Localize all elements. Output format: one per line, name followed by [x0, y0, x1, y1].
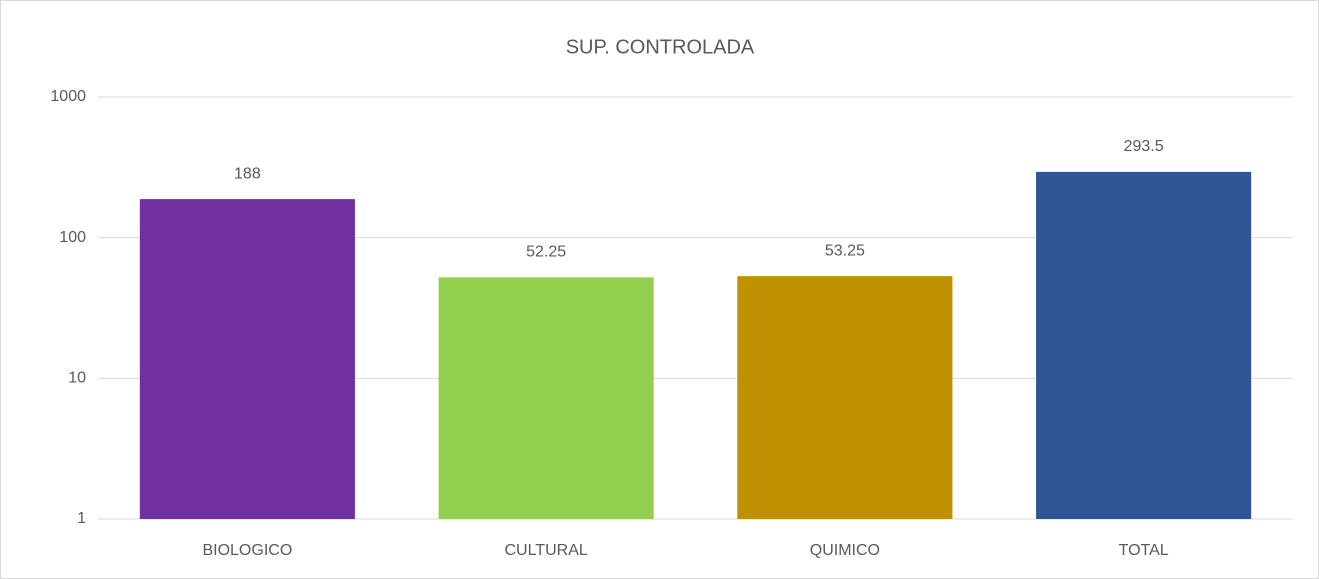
- data-label: 188: [234, 165, 261, 182]
- data-label: 52.25: [526, 244, 566, 261]
- x-tick-label: CULTURAL: [504, 542, 587, 559]
- x-tick-label: BIOLOGICO: [202, 542, 292, 559]
- y-tick-label: 100: [59, 229, 86, 246]
- bar: [737, 276, 953, 519]
- bar: [438, 277, 654, 519]
- bar: [1036, 171, 1252, 520]
- y-tick-label: 1000: [50, 88, 86, 105]
- y-tick-label: 10: [68, 370, 86, 387]
- bar: [139, 199, 355, 519]
- chart-title: SUP. CONTROLADA: [566, 36, 755, 58]
- data-label: 293.5: [1124, 138, 1164, 155]
- x-tick-label: QUIMICO: [810, 542, 880, 559]
- data-label: 53.25: [825, 242, 865, 259]
- x-tick-label: TOTAL: [1119, 542, 1169, 559]
- y-tick-label: 1: [77, 510, 86, 527]
